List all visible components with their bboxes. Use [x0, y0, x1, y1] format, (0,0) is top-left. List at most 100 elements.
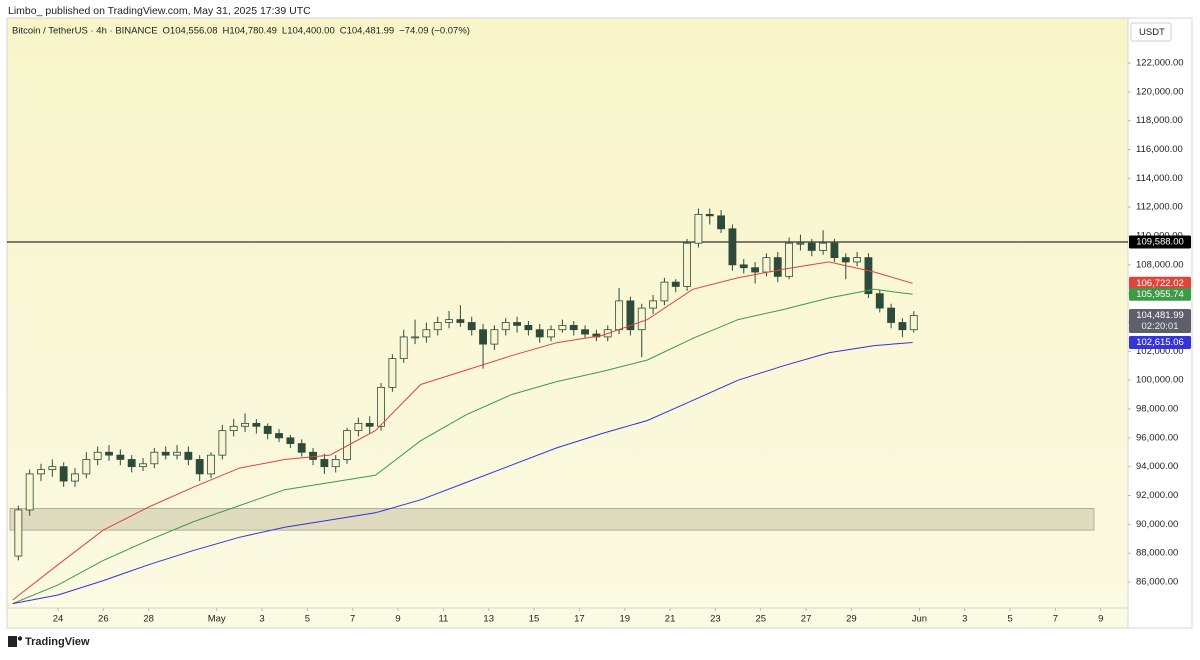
- x-tick-label: 3: [962, 614, 967, 625]
- candle-body: [82, 459, 91, 475]
- candle-body: [830, 242, 839, 259]
- symbol-title: Bitcoin / TetherUS · 4h · BINANCE: [12, 26, 158, 37]
- x-tick-label: 24: [53, 614, 64, 625]
- last-price-tag-bg: [1129, 309, 1191, 334]
- candle-body: [513, 322, 521, 326]
- ohlc-value: H104,780.49: [222, 26, 276, 37]
- candle-body: [354, 423, 363, 432]
- x-tick-label: 28: [143, 614, 154, 625]
- candle-body: [717, 215, 725, 230]
- candle-body: [841, 257, 850, 263]
- candle-body: [660, 281, 669, 302]
- candle-body: [365, 423, 374, 427]
- candle-body: [649, 300, 657, 309]
- candle-body: [864, 257, 873, 295]
- x-tick-label: 27: [801, 614, 812, 625]
- candle-body: [71, 473, 79, 482]
- candle-body: [535, 329, 544, 338]
- candle-body: [309, 451, 317, 460]
- candle-body: [241, 423, 249, 427]
- candle-body: [422, 329, 431, 338]
- candle-body: [320, 459, 329, 468]
- plot-area: [6, 17, 1129, 629]
- candle-body: [252, 423, 261, 427]
- candle-body: [286, 437, 295, 445]
- x-tick-label: 9: [395, 614, 400, 625]
- x-tick-label: 21: [665, 614, 676, 625]
- candle-body: [25, 473, 34, 511]
- candle-body: [297, 443, 306, 453]
- y-tick-label: 108,000.00: [1136, 259, 1184, 270]
- candle-body: [184, 451, 193, 460]
- candle-body: [433, 322, 442, 331]
- x-tick-label: 5: [1007, 614, 1012, 625]
- publish-info: Limbo_ published on TradingView.com, May…: [8, 5, 311, 17]
- candle-body: [785, 242, 794, 277]
- average-line: [12, 261, 913, 601]
- candle-body: [127, 459, 136, 468]
- candle-body: [773, 257, 782, 277]
- candle-body: [569, 324, 578, 331]
- candle-body: [694, 213, 703, 244]
- y-tick-label: 88,000.00: [1136, 548, 1178, 559]
- candle-body: [479, 329, 487, 345]
- ohlc-value: −74.09 (−0.07%): [399, 26, 470, 37]
- candle-body: [467, 322, 476, 331]
- candle-body: [637, 307, 646, 331]
- x-tick-label: 9: [1098, 614, 1103, 625]
- candle-body: [807, 242, 816, 251]
- legend: Bitcoin / TetherUS · 4h · BINANCE O104,5…: [12, 26, 470, 37]
- average-price-tag-bg: [1129, 335, 1191, 349]
- candle-body: [875, 293, 884, 309]
- candle-body: [388, 358, 397, 388]
- candle-body: [331, 459, 340, 468]
- ohlc-value: L104,400.00: [282, 26, 335, 37]
- candle-body: [728, 228, 737, 266]
- candle-body: [762, 257, 771, 273]
- candle-body: [819, 242, 828, 251]
- y-tick-label: 92,000.00: [1136, 490, 1178, 501]
- candle-body: [739, 264, 748, 269]
- candle-body: [116, 454, 125, 460]
- candle-body: [853, 257, 862, 263]
- average-price-tag-bg: [1129, 287, 1191, 301]
- candle-body: [377, 386, 385, 427]
- y-tick-label: 98,000.00: [1136, 404, 1178, 415]
- candle-body: [615, 300, 623, 331]
- hline-price-tag: 109,588.00: [1136, 236, 1184, 247]
- candle-body: [501, 322, 510, 331]
- x-tick-label: 19: [619, 614, 630, 625]
- y-tick-label: 114,000.00: [1136, 173, 1183, 184]
- candle-body: [37, 469, 45, 475]
- x-tick-label: May: [208, 614, 226, 625]
- x-tick-label: 17: [574, 614, 585, 625]
- y-tick-label: 116,000.00: [1136, 144, 1183, 155]
- candle-body: [59, 466, 68, 482]
- candle-body: [626, 300, 635, 331]
- candle-body: [105, 451, 113, 456]
- candle-body: [399, 336, 408, 359]
- y-tick-label: 112,000.00: [1136, 202, 1183, 213]
- candle-body: [705, 213, 714, 217]
- x-tick-label: 23: [710, 614, 721, 625]
- candle-body: [558, 324, 567, 331]
- y-tick-label: 90,000.00: [1136, 519, 1178, 530]
- ohlc-value: O104,556.08: [163, 26, 218, 37]
- x-tick-label: 11: [438, 614, 448, 625]
- candle-body: [456, 319, 465, 323]
- y-tick-label: 100,000.00: [1136, 375, 1184, 386]
- average-price-tag: 102,615.06: [1136, 337, 1184, 348]
- candle-body: [263, 425, 272, 434]
- candle-body: [161, 451, 170, 456]
- average-price-tag-bg: [1129, 276, 1191, 290]
- candle-body: [207, 454, 215, 475]
- countdown: 02:20:01: [1142, 321, 1179, 332]
- x-tick-label: Jun: [912, 614, 927, 625]
- candle-body: [173, 451, 181, 456]
- candle-body: [445, 319, 453, 323]
- candle-body: [898, 322, 907, 331]
- y-tick-label: 86,000.00: [1136, 577, 1178, 588]
- y-tick-label: 94,000.00: [1136, 461, 1178, 472]
- support-zone: [9, 508, 1095, 531]
